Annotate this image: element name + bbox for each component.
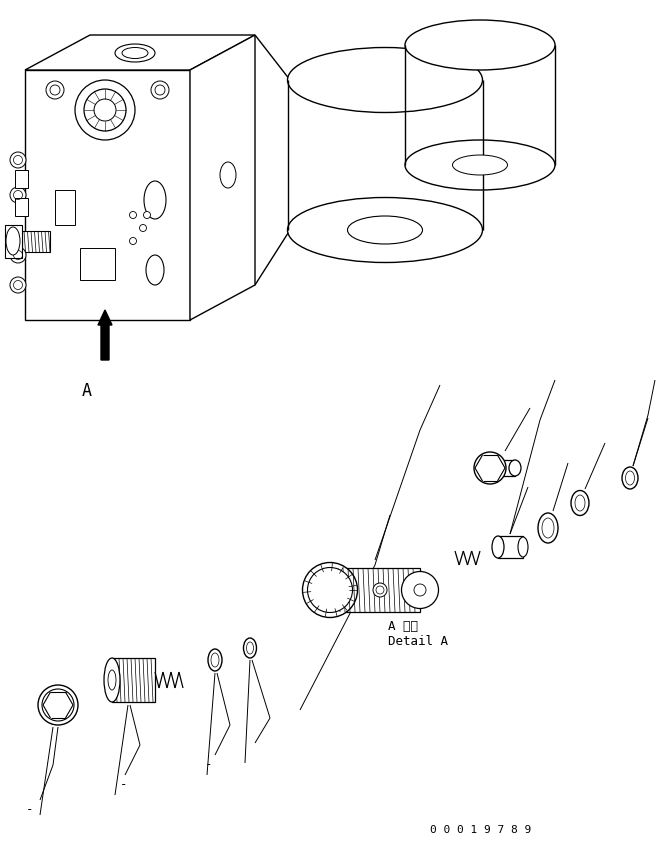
- Ellipse shape: [115, 44, 155, 62]
- Ellipse shape: [348, 216, 423, 244]
- Text: A 詳細: A 詳細: [388, 620, 418, 633]
- Ellipse shape: [622, 467, 638, 489]
- Polygon shape: [5, 225, 22, 258]
- Ellipse shape: [130, 212, 136, 218]
- Ellipse shape: [42, 689, 74, 721]
- Ellipse shape: [46, 81, 64, 99]
- Ellipse shape: [509, 460, 521, 476]
- Text: -: -: [26, 803, 34, 816]
- Ellipse shape: [244, 638, 256, 658]
- Ellipse shape: [122, 47, 148, 58]
- Ellipse shape: [104, 658, 120, 702]
- Ellipse shape: [208, 649, 222, 671]
- Ellipse shape: [474, 452, 506, 484]
- Polygon shape: [55, 190, 75, 225]
- Polygon shape: [80, 248, 115, 280]
- Ellipse shape: [10, 277, 26, 293]
- Polygon shape: [22, 231, 50, 252]
- Ellipse shape: [220, 162, 236, 188]
- Ellipse shape: [575, 495, 585, 511]
- Ellipse shape: [140, 224, 146, 232]
- Ellipse shape: [452, 155, 507, 175]
- FancyArrow shape: [98, 310, 112, 360]
- Ellipse shape: [492, 536, 504, 558]
- Ellipse shape: [405, 20, 555, 70]
- Ellipse shape: [6, 227, 20, 255]
- Ellipse shape: [542, 518, 554, 538]
- Ellipse shape: [287, 197, 482, 262]
- Ellipse shape: [75, 80, 135, 140]
- Ellipse shape: [538, 513, 558, 543]
- Polygon shape: [190, 35, 255, 320]
- Ellipse shape: [84, 89, 126, 131]
- Ellipse shape: [10, 152, 26, 168]
- Ellipse shape: [130, 238, 136, 244]
- Ellipse shape: [108, 670, 116, 690]
- Ellipse shape: [518, 537, 528, 557]
- Polygon shape: [490, 460, 515, 476]
- Text: Detail A: Detail A: [388, 635, 448, 648]
- Polygon shape: [25, 35, 255, 70]
- Ellipse shape: [287, 47, 482, 112]
- Polygon shape: [15, 170, 28, 188]
- Ellipse shape: [10, 187, 26, 203]
- Ellipse shape: [307, 567, 352, 613]
- Ellipse shape: [211, 653, 219, 667]
- Ellipse shape: [414, 584, 426, 596]
- Ellipse shape: [571, 491, 589, 516]
- Polygon shape: [15, 198, 28, 216]
- Ellipse shape: [405, 140, 555, 190]
- Polygon shape: [25, 70, 190, 320]
- Text: -: -: [205, 758, 213, 771]
- Ellipse shape: [38, 685, 78, 725]
- Ellipse shape: [246, 642, 254, 654]
- Ellipse shape: [144, 181, 166, 219]
- Ellipse shape: [10, 247, 26, 263]
- Ellipse shape: [376, 586, 384, 594]
- Text: A: A: [82, 382, 92, 400]
- Polygon shape: [112, 658, 155, 702]
- Ellipse shape: [625, 471, 635, 485]
- Ellipse shape: [401, 572, 439, 609]
- Ellipse shape: [146, 255, 164, 285]
- Ellipse shape: [373, 583, 387, 597]
- Text: 0 0 0 1 9 7 8 9: 0 0 0 1 9 7 8 9: [430, 825, 531, 835]
- Ellipse shape: [144, 212, 150, 218]
- Polygon shape: [498, 536, 523, 558]
- Polygon shape: [330, 568, 420, 612]
- Ellipse shape: [303, 562, 358, 618]
- Text: -: -: [120, 778, 127, 791]
- Ellipse shape: [151, 81, 169, 99]
